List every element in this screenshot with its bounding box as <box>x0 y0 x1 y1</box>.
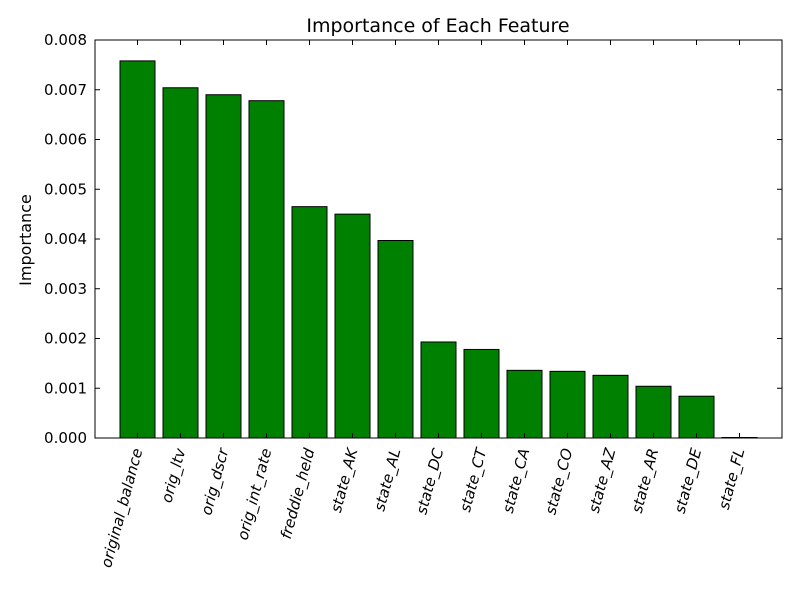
chart-title: Importance of Each Feature <box>306 15 569 37</box>
y-axis-ticks: 0.000 0.001 0.002 0.003 0.004 0.005 0.006 0.007… <box>44 31 782 447</box>
x-tick-label-orig_int_rate: orig_int_rate <box>234 446 277 542</box>
y-tick-label: 0.003 <box>44 280 87 298</box>
bar-state_CO <box>549 370 586 439</box>
bar-state_AK <box>334 213 371 439</box>
bar-orig_int_rate <box>248 100 285 439</box>
bar-state_AL <box>377 239 414 439</box>
bar-state_DC <box>420 341 457 439</box>
y-tick-label: 0.000 <box>44 429 87 447</box>
y-axis-label: Importance <box>16 194 35 286</box>
bar-state_CA <box>506 369 543 439</box>
y-tick-label: 0.006 <box>44 131 87 149</box>
bar-freddie_held <box>291 206 328 439</box>
x-tick-label-state_AK: state_AK <box>327 445 363 514</box>
x-tick-label-state_CT: state_CT <box>456 445 492 515</box>
bar-orig_dscr <box>205 94 242 439</box>
x-tick-label-orig_dscr: orig_dscr <box>197 446 233 518</box>
y-tick-label: 0.007 <box>44 81 87 99</box>
bar-state_CT <box>463 348 500 439</box>
x-tick-label-state_AR: state_AR <box>628 446 663 515</box>
x-tick-label-state_AZ: state_AZ <box>585 446 621 515</box>
y-tick-label: 0.001 <box>44 379 87 397</box>
x-tick-label-state_DE: state_DE <box>671 446 707 516</box>
x-tick-label-state_AL: state_AL <box>370 446 405 513</box>
y-tick-label: 0.008 <box>44 31 87 49</box>
x-tick-label-orig_ltv: orig_ltv <box>158 445 191 505</box>
y-tick-label: 0.004 <box>44 230 87 248</box>
x-tick-label-state_FL: state_FL <box>715 446 750 511</box>
y-tick-label: 0.002 <box>44 330 87 348</box>
x-tick-label-freddie_held: freddie_held <box>277 446 320 541</box>
y-tick-label: 0.005 <box>44 180 87 198</box>
bar-orig_ltv <box>162 87 199 439</box>
x-tick-label-original_balance: original_balance <box>97 446 147 569</box>
x-tick-label-state_CA: state_CA <box>499 446 534 515</box>
bar-original_balance <box>119 60 156 439</box>
x-tick-label-state_CO: state_CO <box>541 446 577 517</box>
bar-state_AR <box>635 385 672 439</box>
bar-state_DE <box>678 395 715 439</box>
bar-state_AZ <box>592 374 629 439</box>
bars <box>119 60 758 439</box>
x-tick-label-state_DC: state_DC <box>412 446 448 517</box>
